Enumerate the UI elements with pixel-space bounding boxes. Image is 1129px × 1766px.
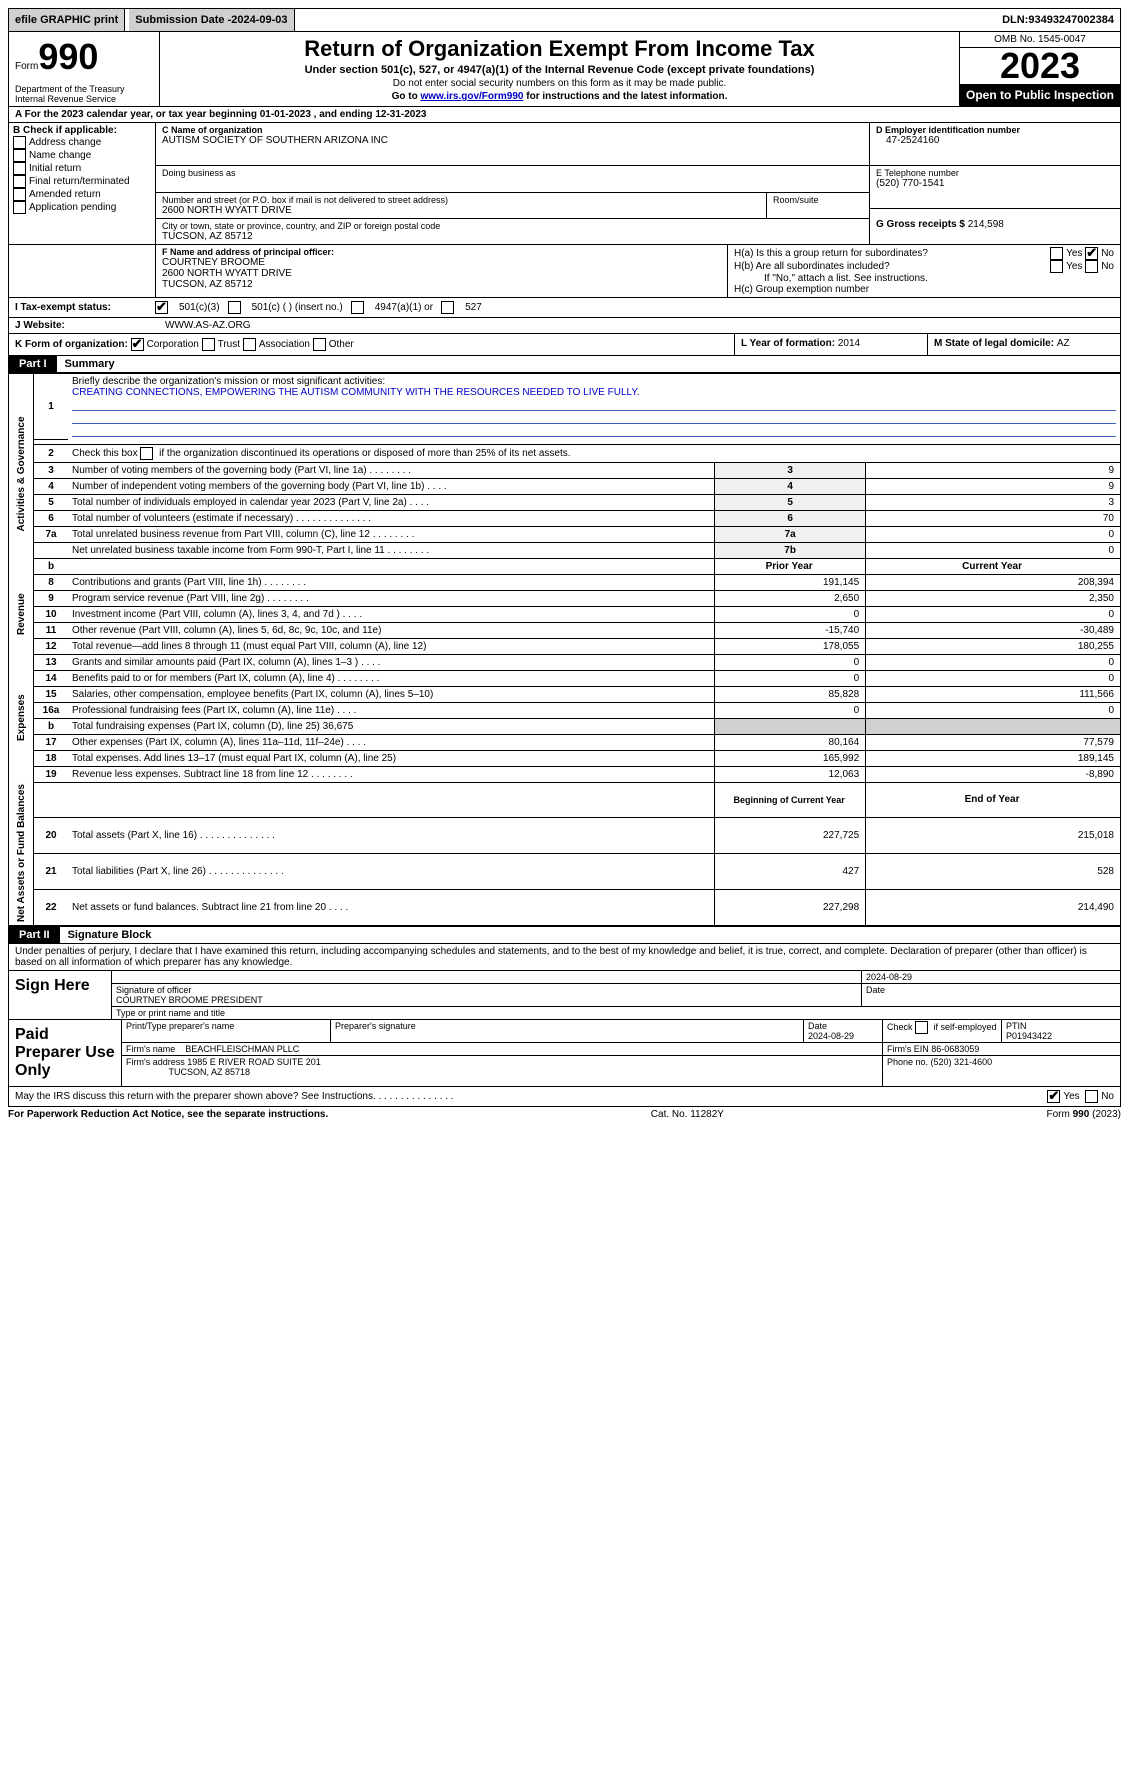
4947-check[interactable] bbox=[351, 301, 364, 314]
corp-check[interactable] bbox=[131, 338, 144, 351]
501c3-check[interactable] bbox=[155, 301, 168, 314]
gross-label: G Gross receipts $ bbox=[876, 219, 968, 230]
year-formation: 2014 bbox=[838, 338, 860, 349]
goto-note: Go to www.irs.gov/Form990 for instructio… bbox=[168, 91, 951, 102]
org-name: AUTISM SOCIETY OF SOUTHERN ARIZONA INC bbox=[162, 135, 863, 146]
phone: (520) 770-1541 bbox=[876, 178, 1114, 189]
open-public: Open to Public Inspection bbox=[960, 84, 1120, 106]
mission-text: CREATING CONNECTIONS, EMPOWERING THE AUT… bbox=[72, 387, 639, 398]
footer: For Paperwork Reduction Act Notice, see … bbox=[8, 1107, 1121, 1122]
officer-group-row: F Name and address of principal officer:… bbox=[8, 245, 1121, 298]
preparer-block: Paid Preparer Use Only Print/Type prepar… bbox=[8, 1020, 1121, 1087]
name-label: C Name of organization bbox=[162, 125, 863, 135]
org-form-row: K Form of organization: Corporation Trus… bbox=[8, 334, 1121, 356]
tax-year-row: A For the 2023 calendar year, or tax yea… bbox=[8, 107, 1121, 123]
discontinued-check[interactable] bbox=[140, 447, 153, 460]
officer-addr1: 2600 NORTH WYATT DRIVE bbox=[162, 268, 721, 279]
ha-label: H(a) Is this a group return for subordin… bbox=[734, 248, 964, 259]
gross-receipts: 214,598 bbox=[968, 219, 1004, 230]
dln: DLN: 93493247002384 bbox=[996, 9, 1120, 31]
officer-name: COURTNEY BROOME bbox=[162, 257, 721, 268]
trust-check[interactable] bbox=[202, 338, 215, 351]
website-row: J Website: WWW.AS-AZ.ORG bbox=[8, 318, 1121, 334]
form-title: Return of Organization Exempt From Incom… bbox=[168, 36, 951, 62]
efile-button[interactable]: efile GRAPHIC print bbox=[9, 9, 125, 31]
discuss-no[interactable] bbox=[1085, 1090, 1098, 1103]
form-header: Form990 Department of the Treasury Inter… bbox=[8, 32, 1121, 107]
officer-sig: COURTNEY BROOME PRESIDENT bbox=[116, 995, 263, 1005]
ein: 47-2524160 bbox=[876, 135, 1114, 146]
city-state-zip: TUCSON, AZ 85712 bbox=[162, 231, 863, 242]
side-expenses: Expenses bbox=[9, 654, 34, 782]
paid-prep-label: Paid Preparer Use Only bbox=[9, 1020, 122, 1087]
other-check[interactable] bbox=[313, 338, 326, 351]
hb-label: H(b) Are all subordinates included? bbox=[734, 261, 964, 272]
box-b: B Check if applicable: Address change Na… bbox=[9, 123, 156, 244]
dba-label: Doing business as bbox=[162, 168, 863, 178]
irs-label: Internal Revenue Service bbox=[15, 94, 125, 104]
527-check[interactable] bbox=[441, 301, 454, 314]
form-subtitle: Under section 501(c), 527, or 4947(a)(1)… bbox=[168, 64, 951, 76]
state-domicile: AZ bbox=[1057, 338, 1070, 349]
tax-year: 2023 bbox=[960, 48, 1120, 84]
city-label: City or town, state or province, country… bbox=[162, 221, 863, 231]
discuss-yes[interactable] bbox=[1047, 1090, 1060, 1103]
dept-treasury: Department of the Treasury bbox=[15, 84, 125, 94]
website-url[interactable]: WWW.AS-AZ.ORG bbox=[159, 318, 1120, 333]
firm-phone: (520) 321-4600 bbox=[931, 1057, 993, 1067]
top-bar: efile GRAPHIC print Submission Date - 20… bbox=[8, 8, 1121, 32]
submission-date: Submission Date - 2024-09-03 bbox=[129, 9, 294, 31]
prep-date: 2024-08-29 bbox=[808, 1031, 854, 1041]
discuss-row: May the IRS discuss this return with the… bbox=[8, 1087, 1121, 1107]
addr-label: Number and street (or P.O. box if mail i… bbox=[162, 195, 760, 205]
side-revenue: Revenue bbox=[9, 574, 34, 654]
part2-header: Part II Signature Block bbox=[8, 926, 1121, 944]
assoc-check[interactable] bbox=[243, 338, 256, 351]
room-label: Room/suite bbox=[766, 193, 869, 218]
ein-label: D Employer identification number bbox=[876, 125, 1114, 135]
hb-note: If "No," attach a list. See instructions… bbox=[734, 273, 1114, 284]
firm-name: BEACHFLEISCHMAN PLLC bbox=[185, 1044, 299, 1054]
firm-addr1: 1985 E RIVER ROAD SUITE 201 bbox=[187, 1057, 321, 1067]
summary-table: Activities & Governance 1 Briefly descri… bbox=[8, 373, 1121, 926]
form-label: Form bbox=[15, 61, 38, 72]
form-number: 990 bbox=[38, 36, 98, 77]
part1-header: Part I Summary bbox=[8, 356, 1121, 373]
officer-addr2: TUCSON, AZ 85712 bbox=[162, 279, 721, 290]
hc-label: H(c) Group exemption number bbox=[734, 284, 1114, 295]
firm-addr2: TUCSON, AZ 85718 bbox=[169, 1067, 251, 1077]
ptin: P01943422 bbox=[1006, 1031, 1052, 1041]
sign-here-label: Sign Here bbox=[9, 971, 112, 1019]
street-address: 2600 NORTH WYATT DRIVE bbox=[162, 205, 760, 216]
side-governance: Activities & Governance bbox=[9, 374, 34, 575]
side-netassets: Net Assets or Fund Balances bbox=[9, 782, 34, 925]
phone-label: E Telephone number bbox=[876, 168, 1114, 178]
firm-ein: 86-0683059 bbox=[931, 1044, 979, 1054]
penalties-text: Under penalties of perjury, I declare th… bbox=[8, 944, 1121, 971]
sign-date: 2024-08-29 bbox=[862, 971, 1120, 983]
501c-check[interactable] bbox=[228, 301, 241, 314]
self-emp-check[interactable] bbox=[915, 1021, 928, 1034]
ssn-note: Do not enter social security numbers on … bbox=[168, 78, 951, 89]
info-grid: B Check if applicable: Address change Na… bbox=[8, 123, 1121, 245]
sign-block: Sign Here 2024-08-29 Signature of office… bbox=[8, 971, 1121, 1020]
tax-status-row: I Tax-exempt status: 501(c)(3) 501(c) ( … bbox=[8, 298, 1121, 318]
irs-link[interactable]: www.irs.gov/Form990 bbox=[420, 91, 523, 102]
